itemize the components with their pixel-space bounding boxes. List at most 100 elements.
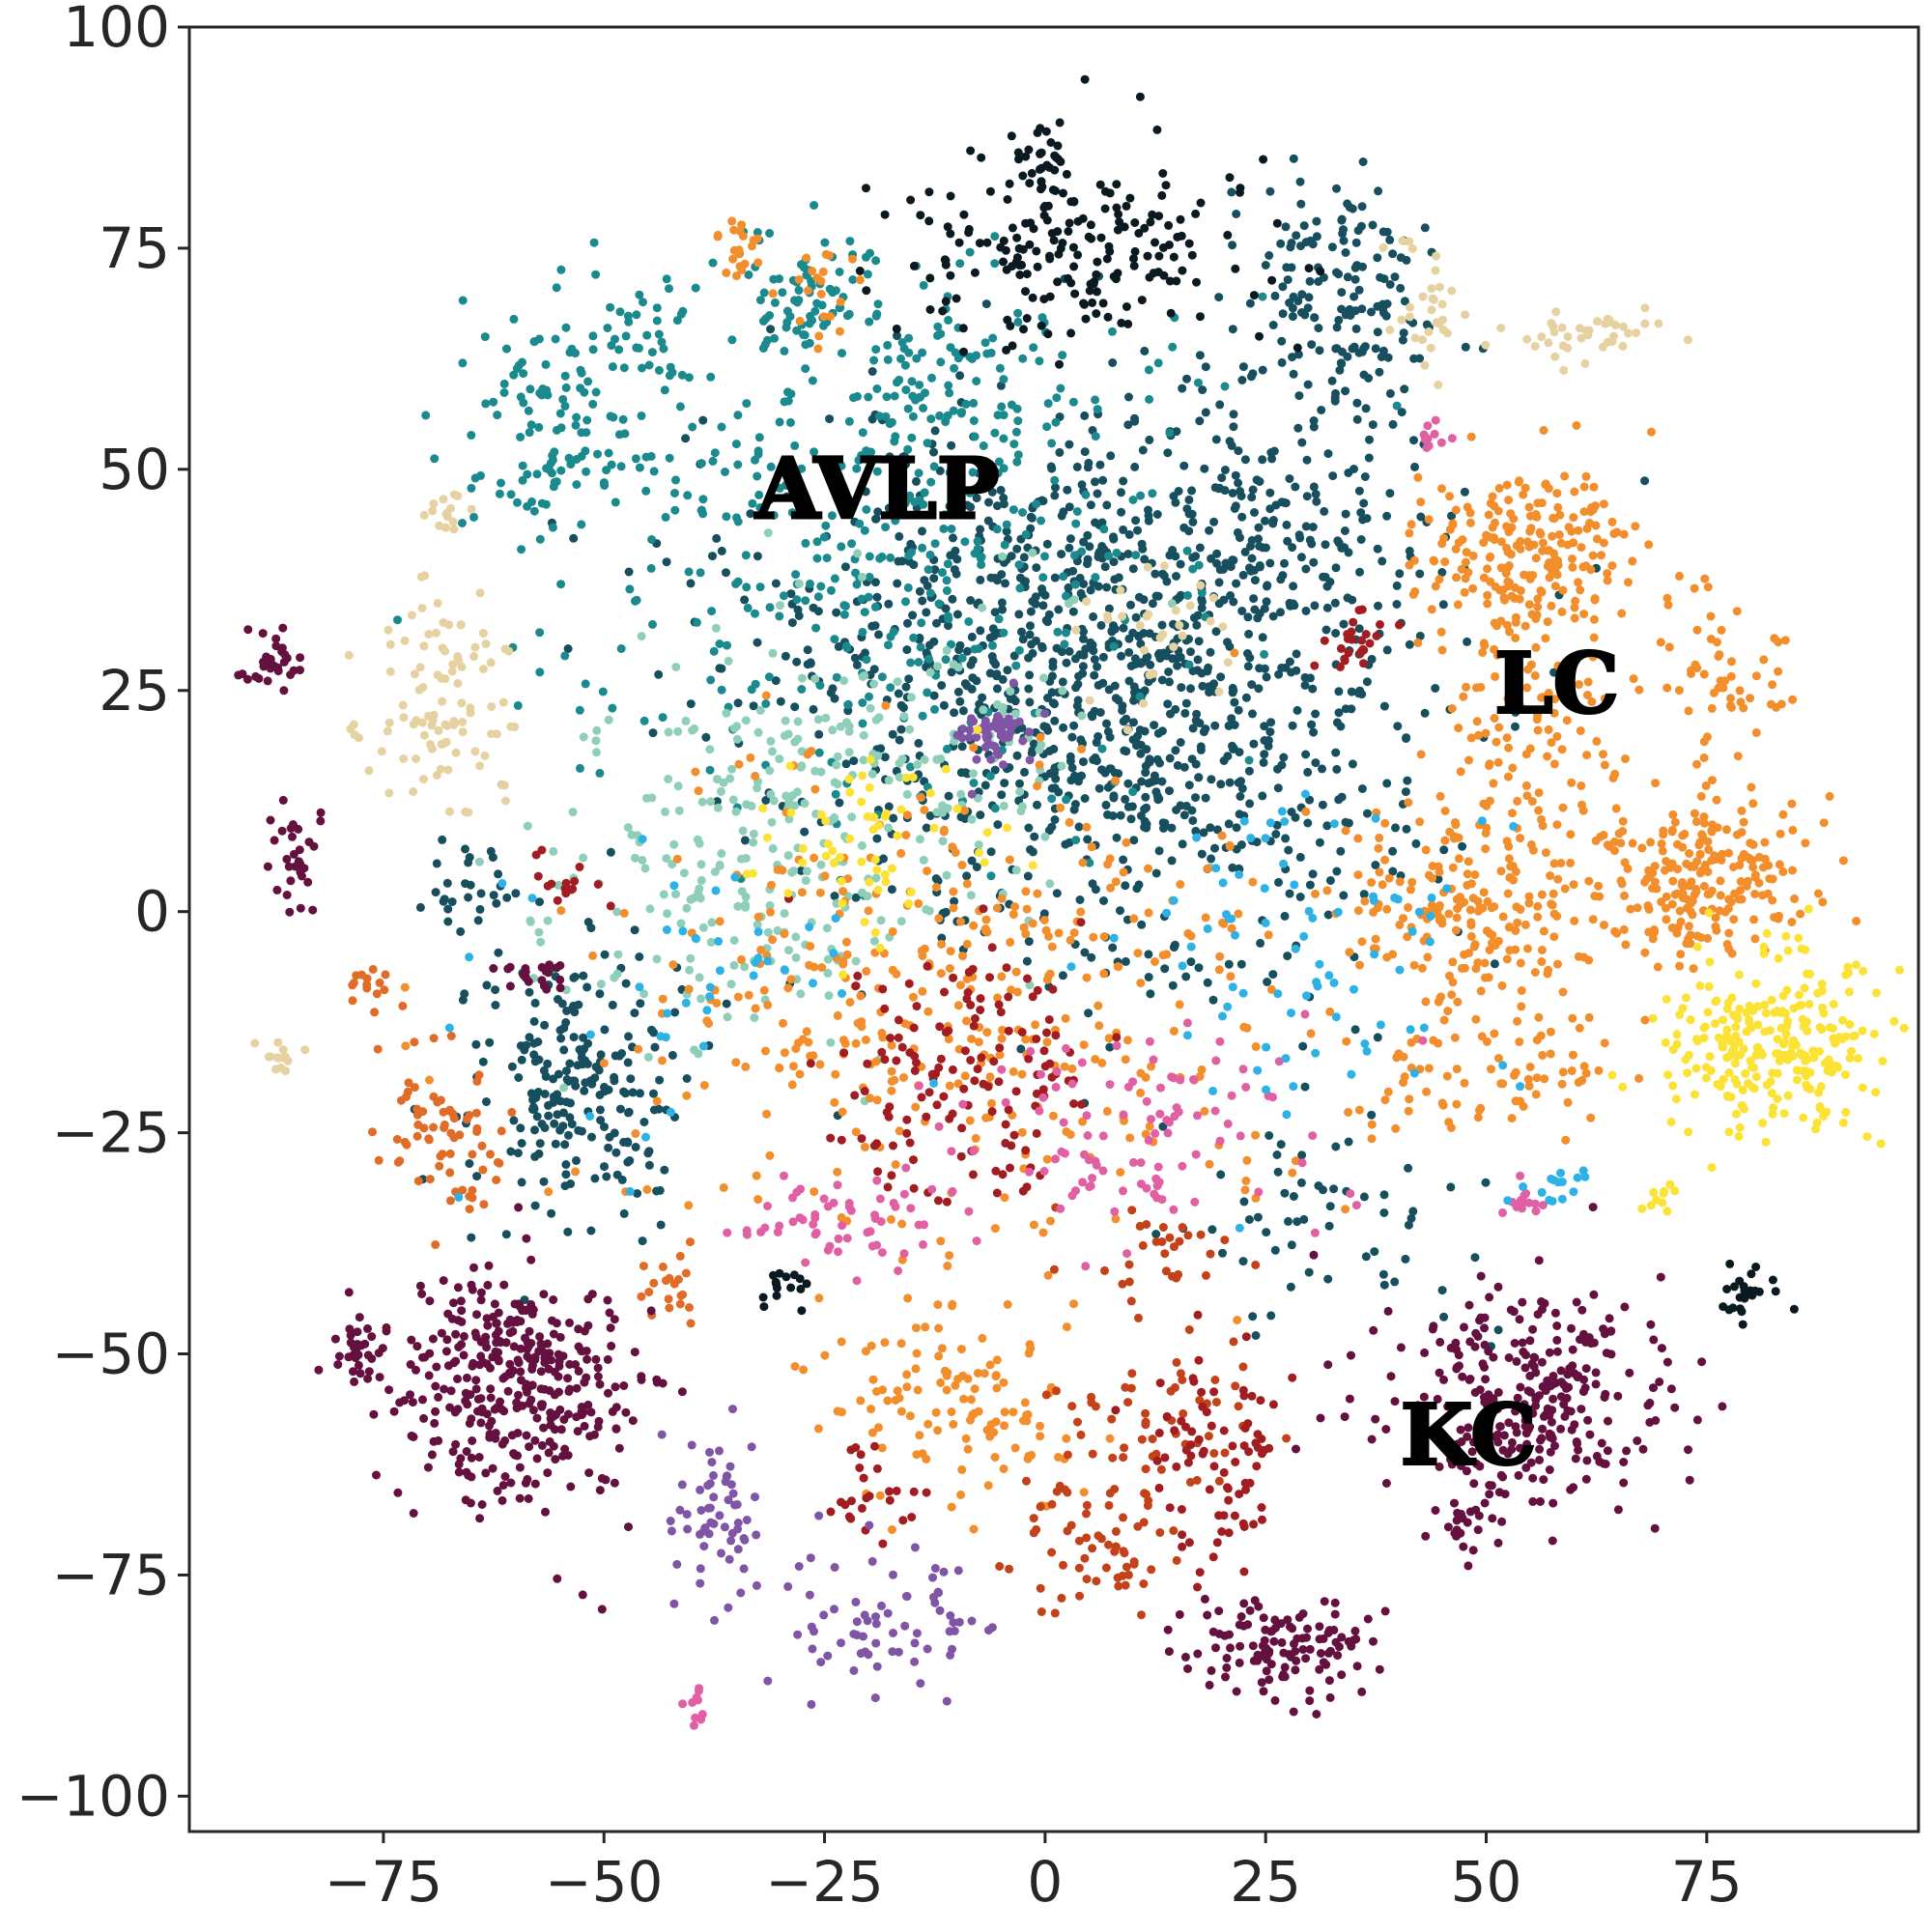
scatter-point (1134, 1313, 1143, 1322)
scatter-point (797, 673, 807, 683)
scatter-point (1011, 967, 1021, 977)
scatter-point (1303, 380, 1313, 389)
scatter-point (636, 1089, 644, 1098)
scatter-point (1695, 838, 1705, 847)
scatter-point (492, 1176, 501, 1184)
scatter-point (936, 1236, 946, 1246)
scatter-point (1029, 224, 1038, 234)
scatter-point (1032, 1035, 1041, 1043)
scatter-point (1031, 1020, 1040, 1030)
scatter-point (1130, 462, 1140, 471)
scatter-point (1163, 448, 1173, 458)
scatter-point (1126, 600, 1135, 610)
scatter-point (806, 942, 815, 951)
scatter-point (1219, 1467, 1229, 1477)
scatter-point (1050, 699, 1059, 709)
scatter-point (1127, 1369, 1137, 1378)
scatter-point (979, 705, 988, 715)
scatter-point (424, 1134, 434, 1144)
scatter-point (592, 748, 601, 757)
scatter-point (1223, 638, 1232, 647)
scatter-point (1047, 464, 1057, 473)
scatter-point (1011, 427, 1021, 437)
scatter-point (1018, 171, 1028, 181)
scatter-point (1569, 538, 1578, 548)
scatter-point (1308, 684, 1318, 694)
scatter-point (446, 1128, 456, 1138)
scatter-point (357, 970, 366, 980)
scatter-point (1696, 933, 1706, 942)
scatter-point (751, 679, 760, 689)
scatter-point (1569, 880, 1578, 890)
scatter-point (797, 888, 807, 897)
scatter-point (966, 146, 976, 156)
scatter-point (896, 917, 906, 926)
scatter-point (1025, 240, 1035, 249)
scatter-point (1633, 903, 1642, 913)
scatter-point (876, 744, 886, 753)
scatter-point (1348, 759, 1357, 769)
scatter-point (1377, 353, 1386, 361)
scatter-point (1112, 180, 1122, 189)
scatter-point (645, 904, 655, 914)
scatter-point (1640, 476, 1650, 486)
scatter-point (936, 329, 946, 339)
scatter-point (1357, 937, 1367, 947)
scatter-point (615, 1104, 625, 1114)
scatter-point (1260, 750, 1269, 759)
scatter-point (1579, 482, 1589, 492)
scatter-point (540, 1020, 550, 1030)
scatter-point (1742, 881, 1751, 891)
scatter-point (758, 1293, 768, 1302)
scatter-point (1778, 810, 1788, 819)
scatter-point (1302, 455, 1312, 465)
scatter-point (813, 344, 823, 354)
scatter-point (965, 488, 975, 497)
scatter-point (1813, 889, 1823, 898)
scatter-point (974, 1406, 983, 1416)
scatter-point (1736, 877, 1746, 886)
scatter-point (1619, 924, 1629, 934)
scatter-point (883, 1182, 893, 1192)
scatter-point (986, 871, 996, 881)
scatter-point (789, 867, 799, 875)
scatter-point (529, 337, 539, 347)
scatter-point (1089, 279, 1098, 289)
scatter-point (1517, 986, 1526, 995)
scatter-point (1340, 526, 1350, 535)
scatter-point (1021, 152, 1031, 161)
scatter-point (612, 907, 622, 917)
scatter-point (832, 608, 841, 617)
scatter-point (1248, 485, 1258, 495)
scatter-point (1385, 489, 1395, 498)
scatter-point (1297, 438, 1307, 447)
scatter-point (1537, 957, 1547, 966)
scatter-point (1171, 497, 1180, 507)
scatter-point (627, 830, 637, 839)
scatter-point (1095, 708, 1105, 717)
scatter-point (1094, 783, 1104, 793)
scatter-point (1466, 879, 1476, 889)
scatter-point (906, 195, 916, 205)
scatter-point (734, 245, 744, 255)
scatter-point (1169, 1026, 1179, 1036)
scatter-point (1122, 1036, 1132, 1045)
scatter-point (1209, 1449, 1219, 1458)
scatter-point (1227, 923, 1236, 933)
scatter-point (1770, 634, 1779, 643)
scatter-point (1314, 324, 1323, 333)
scatter-point (1141, 1408, 1151, 1418)
scatter-point (1600, 694, 1609, 703)
scatter-point (722, 999, 731, 1009)
scatter-point (1122, 747, 1131, 756)
scatter-point (1332, 323, 1342, 332)
scatter-point (1492, 650, 1502, 660)
scatter-point (1431, 582, 1440, 591)
scatter-point (568, 1004, 578, 1012)
scatter-point (1109, 271, 1119, 281)
scatter-point (924, 1088, 934, 1097)
scatter-point (1140, 1489, 1150, 1498)
scatter-point (435, 1161, 444, 1171)
scatter-point (1411, 838, 1421, 848)
